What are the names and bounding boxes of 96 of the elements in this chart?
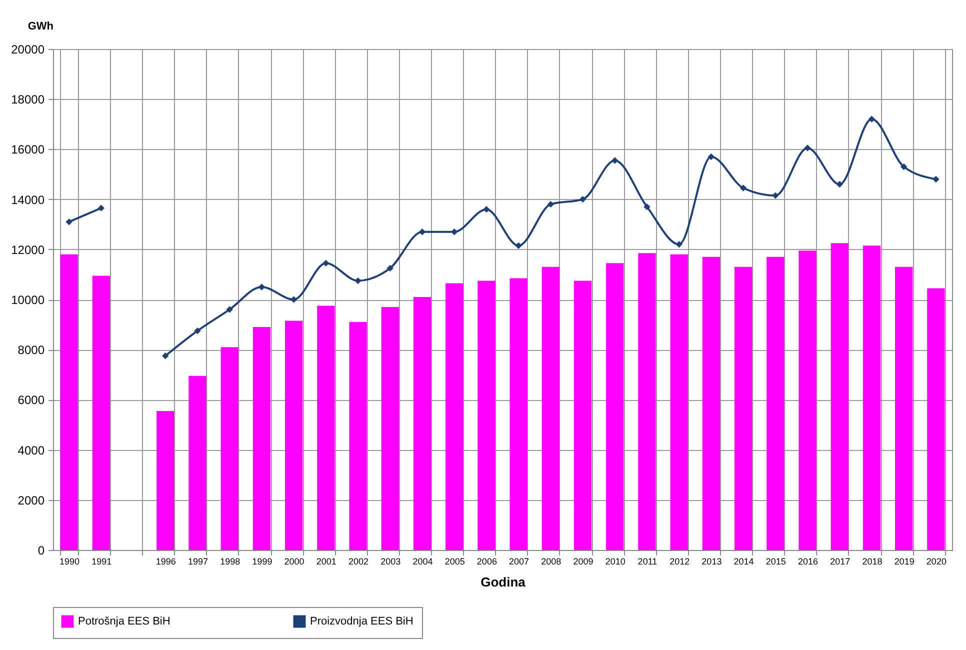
x-tick-label: 2015: [766, 556, 786, 566]
bar: [895, 266, 913, 550]
point: [868, 116, 876, 122]
x-tick-label: 2013: [702, 556, 722, 566]
point: [772, 192, 779, 199]
x-tick-label: 2006: [476, 556, 497, 566]
y-tick-label: 14000: [11, 192, 45, 207]
x-tick-label: 2009: [573, 556, 594, 566]
point: [450, 228, 458, 236]
point: [932, 176, 940, 183]
x-tick-label: 2002: [348, 556, 369, 566]
point: [612, 157, 618, 164]
point: [547, 200, 554, 208]
bar: [252, 327, 271, 550]
x-tick-label: 2007: [509, 556, 530, 566]
x-tick-label: 2003: [380, 556, 401, 566]
bar: [927, 288, 945, 550]
point: [418, 228, 426, 236]
x-tick-label: 2000: [284, 556, 304, 566]
x-tick-label: 1997: [188, 556, 208, 566]
x-tick-label: 2020: [926, 556, 946, 566]
point: [515, 242, 522, 249]
y-tick-label: 6000: [18, 393, 45, 408]
bar: [92, 276, 110, 550]
point: [708, 153, 715, 160]
y-tick-label: 0: [38, 544, 45, 558]
x-tick-label: 2018: [862, 556, 882, 566]
point: [804, 144, 811, 152]
bar: [381, 307, 399, 550]
x-tick-label: 1998: [220, 556, 240, 566]
bar: [284, 320, 303, 550]
x-tick-label: 1990: [60, 556, 80, 566]
y-tick-label: 12000: [11, 242, 45, 257]
y-tick-label: 18000: [11, 92, 45, 107]
bar: [638, 253, 656, 550]
x-tick-label: 2019: [894, 556, 914, 566]
bar: [734, 266, 752, 550]
bar: [446, 283, 464, 550]
x-tick-label: 2011: [638, 556, 658, 566]
bar: [478, 280, 496, 550]
point: [579, 196, 586, 203]
bar: [574, 280, 592, 550]
point: [290, 296, 298, 303]
bar: [702, 256, 720, 550]
x-tick-label: 2014: [734, 556, 754, 566]
point: [322, 260, 330, 267]
point: [900, 163, 908, 170]
y-tick-label: 8000: [18, 343, 45, 358]
y-tick-label: 10000: [11, 293, 45, 307]
legend-label: Potrošnja EES BiH: [78, 616, 170, 628]
bar: [188, 376, 206, 550]
x-tick-label: 2010: [605, 556, 626, 566]
y-axis-title: GWh: [28, 20, 54, 32]
bar: [156, 410, 174, 550]
point: [162, 352, 169, 360]
y-tick-label: 4000: [18, 443, 45, 458]
x-tick-label: 2017: [830, 556, 850, 566]
x-tick-label: 1996: [156, 556, 176, 566]
bar: [670, 254, 688, 550]
bar: [510, 278, 528, 550]
x-tick-label: 2001: [316, 556, 336, 566]
x-tick-label: 1991: [92, 556, 112, 566]
y-tick-label: 16000: [11, 142, 45, 157]
x-tick-label: 1999: [252, 556, 272, 566]
bar: [766, 256, 784, 550]
x-axis-title: Godina: [480, 574, 526, 590]
y-tick-label: 2000: [18, 493, 45, 508]
point: [226, 306, 233, 313]
point: [676, 241, 682, 248]
x-tick-label: 2012: [670, 556, 690, 566]
y-tick-label: 20000: [11, 42, 45, 56]
point: [194, 327, 201, 334]
point: [98, 204, 105, 212]
legend-label: Proizvodnja EES BiH: [310, 616, 414, 628]
bar: [862, 246, 881, 550]
point: [644, 203, 650, 210]
bar: [606, 263, 624, 550]
bar: [413, 296, 432, 550]
bar: [542, 266, 560, 550]
bar: [798, 250, 816, 550]
bar: [317, 306, 335, 550]
point: [258, 284, 266, 290]
x-tick-label: 2004: [412, 556, 433, 566]
x-tick-label: 2016: [798, 556, 818, 566]
x-tick-label: 2005: [444, 556, 465, 566]
point: [483, 206, 490, 213]
point: [386, 264, 394, 272]
point: [66, 218, 72, 226]
x-tick-label: 2008: [541, 556, 562, 566]
bar: [349, 322, 367, 550]
point: [354, 277, 362, 284]
point: [740, 184, 747, 192]
bar: [220, 347, 238, 550]
bar: [60, 254, 78, 550]
bar: [830, 243, 848, 550]
point: [836, 180, 843, 188]
